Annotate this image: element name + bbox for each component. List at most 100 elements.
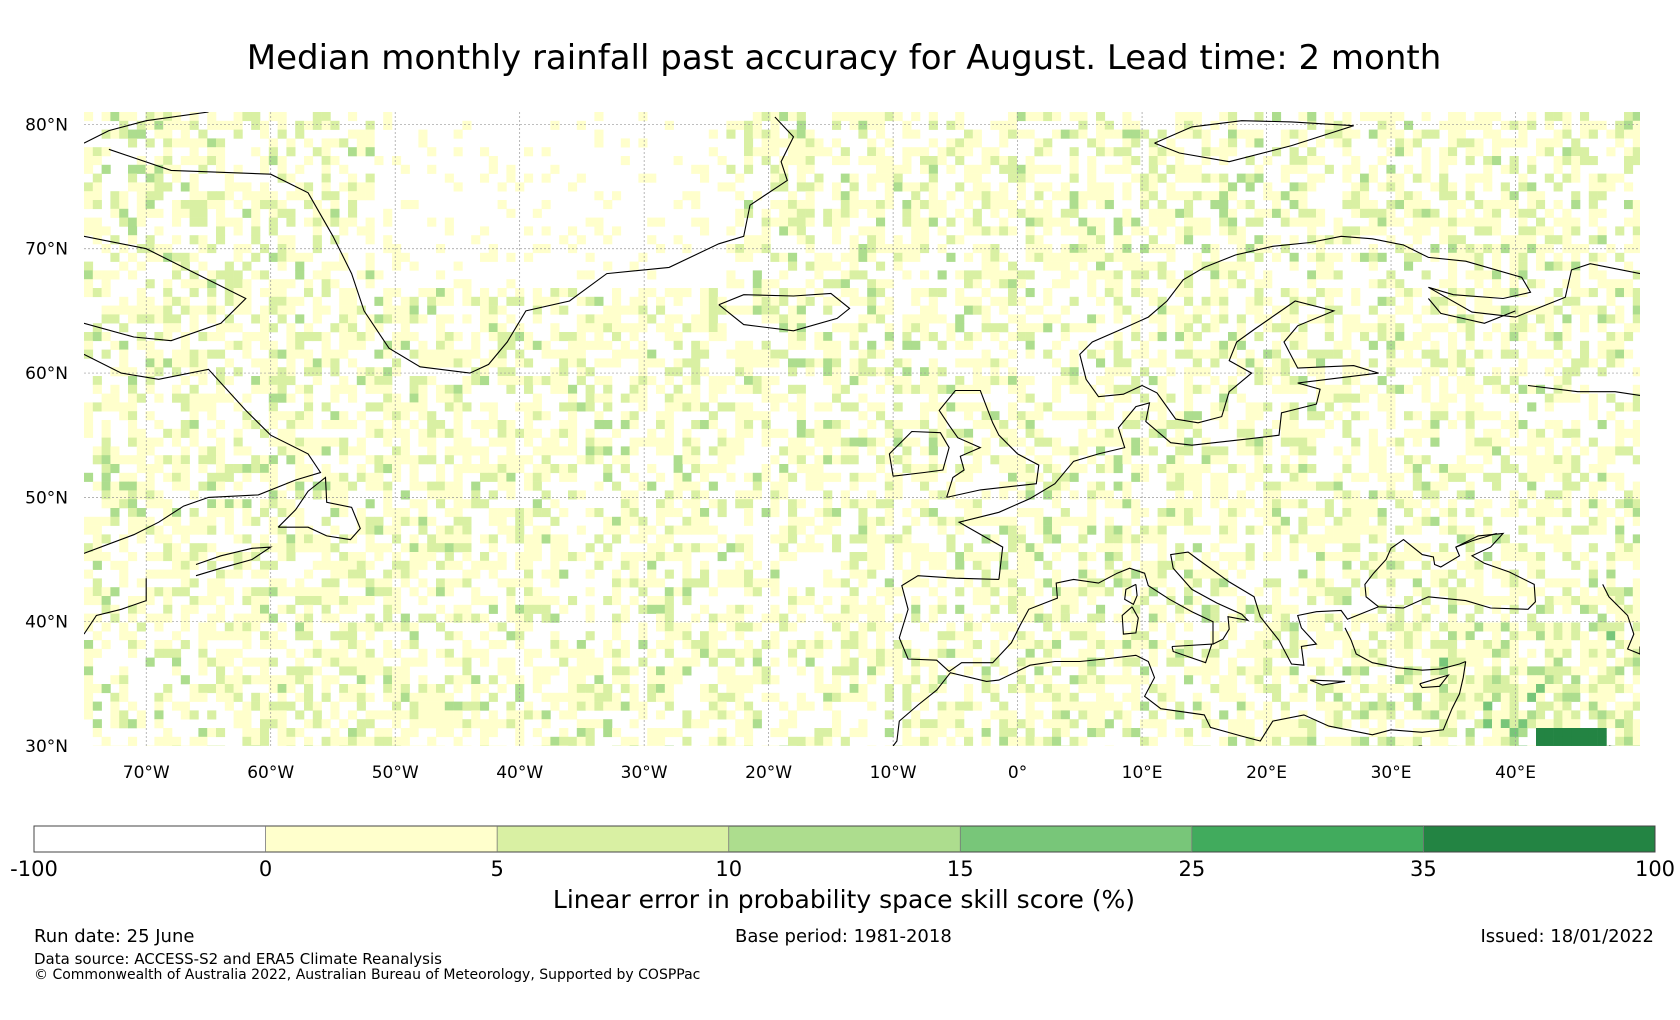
skill-cell xyxy=(726,270,736,280)
skill-cell xyxy=(788,525,798,535)
skill-cell xyxy=(990,516,1000,526)
skill-cell xyxy=(1360,411,1370,421)
skill-cell xyxy=(999,490,1009,500)
skill-cell xyxy=(779,552,789,562)
skill-cell xyxy=(972,376,982,386)
skill-cell xyxy=(1492,217,1502,227)
skill-cell xyxy=(1184,552,1194,562)
skill-cell xyxy=(902,270,912,280)
skill-cell xyxy=(1342,173,1352,183)
skill-cell xyxy=(163,508,173,518)
skill-cell xyxy=(233,437,243,447)
skill-cell xyxy=(145,340,155,350)
skill-cell xyxy=(172,296,182,306)
skill-cell xyxy=(779,393,789,403)
skill-cell xyxy=(110,481,120,491)
skill-cell xyxy=(1087,314,1097,324)
skill-cell xyxy=(788,200,798,210)
skill-cell xyxy=(145,587,155,597)
skill-cell xyxy=(981,569,991,579)
skill-cell xyxy=(1377,446,1387,456)
skill-cell xyxy=(1219,226,1229,236)
skill-cell xyxy=(145,437,155,447)
skill-cell xyxy=(1430,288,1440,298)
skill-cell xyxy=(1509,499,1519,509)
skill-cell xyxy=(1078,569,1088,579)
skill-cell xyxy=(1016,508,1026,518)
skill-cell xyxy=(1324,587,1334,597)
skill-cell xyxy=(629,332,639,342)
skill-cell xyxy=(497,200,507,210)
skill-cell xyxy=(594,323,604,333)
skill-cell xyxy=(1087,226,1097,236)
skill-cell xyxy=(1016,376,1026,386)
skill-cell xyxy=(990,428,1000,438)
skill-cell xyxy=(779,182,789,192)
skill-cell xyxy=(497,420,507,430)
skill-cell xyxy=(796,288,806,298)
skill-cell xyxy=(277,164,287,174)
skill-cell xyxy=(920,270,930,280)
skill-cell xyxy=(1562,367,1572,377)
skill-cell xyxy=(233,464,243,474)
skill-cell xyxy=(1307,173,1317,183)
skill-cell xyxy=(568,411,578,421)
skill-cell xyxy=(1008,525,1018,535)
skill-cell xyxy=(594,446,604,456)
skill-cell xyxy=(1351,296,1361,306)
skill-cell xyxy=(1571,358,1581,368)
skill-cell xyxy=(1228,261,1238,271)
skill-cell xyxy=(339,455,349,465)
skill-cell xyxy=(779,156,789,166)
skill-cell xyxy=(1043,112,1053,122)
skill-cell xyxy=(832,358,842,368)
skill-cell xyxy=(1351,288,1361,298)
skill-cell xyxy=(1430,420,1440,430)
skill-cell xyxy=(418,543,428,553)
skill-cell xyxy=(524,587,534,597)
skill-cell xyxy=(823,147,833,157)
skill-cell xyxy=(884,534,894,544)
skill-cell xyxy=(884,499,894,509)
skill-cell xyxy=(638,552,648,562)
skill-cell xyxy=(928,217,938,227)
skill-cell xyxy=(1043,244,1053,254)
skill-cell xyxy=(1122,191,1132,201)
skill-cell xyxy=(1280,288,1290,298)
skill-cell xyxy=(1588,305,1598,315)
skill-cell xyxy=(1175,173,1185,183)
skill-cell xyxy=(1571,164,1581,174)
skill-cell xyxy=(356,226,366,236)
skill-cell xyxy=(823,525,833,535)
skill-cell xyxy=(911,516,921,526)
skill-cell xyxy=(180,552,190,562)
skill-cell xyxy=(180,129,190,139)
skill-cell xyxy=(664,534,674,544)
skill-cell xyxy=(233,340,243,350)
skill-cell xyxy=(471,367,481,377)
skill-cell xyxy=(383,288,393,298)
skill-cell xyxy=(849,332,859,342)
skill-cell xyxy=(436,314,446,324)
skill-cell xyxy=(717,384,727,394)
skill-cell xyxy=(189,156,199,166)
skill-cell xyxy=(1228,129,1238,139)
skill-cell xyxy=(216,164,226,174)
skill-cell xyxy=(682,552,692,562)
skill-cell xyxy=(629,384,639,394)
skill-cell xyxy=(1430,499,1440,509)
skill-cell xyxy=(735,208,745,218)
skill-cell xyxy=(1492,261,1502,271)
skill-cell xyxy=(92,455,102,465)
skill-cell xyxy=(1562,376,1572,386)
skill-cell xyxy=(840,279,850,289)
skill-cell xyxy=(902,569,912,579)
skill-cell xyxy=(576,525,586,535)
skill-cell xyxy=(260,156,270,166)
skill-cell xyxy=(1192,472,1202,482)
skill-cell xyxy=(1184,112,1194,122)
skill-cell xyxy=(981,164,991,174)
skill-cell xyxy=(884,305,894,315)
skill-cell xyxy=(1492,305,1502,315)
skill-cell xyxy=(955,138,965,148)
